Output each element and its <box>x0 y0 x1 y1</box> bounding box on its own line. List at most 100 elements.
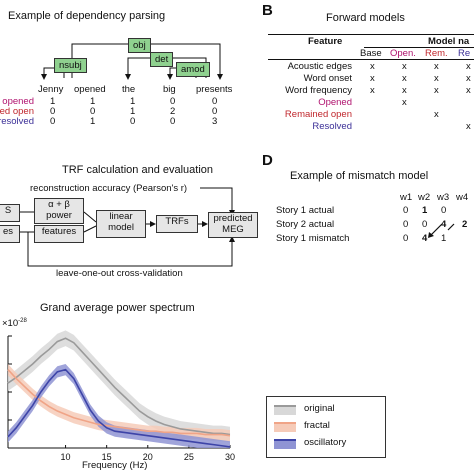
cell: 0 <box>130 116 136 127</box>
box-predicted-meg: predicted MEG <box>208 212 258 238</box>
mark: x <box>434 85 439 96</box>
table-rule-mid <box>364 47 474 48</box>
cell: 0 <box>212 106 218 117</box>
column-header: Rem. <box>425 48 448 59</box>
word: the <box>122 84 136 95</box>
cell: 3 <box>212 116 218 127</box>
mark: x <box>434 109 439 120</box>
mismatch-arrows <box>428 223 455 238</box>
header-model-group: Model na <box>428 36 470 47</box>
column-header: w2 <box>418 192 431 203</box>
cv-label: leave-one-out cross-validation <box>56 268 183 279</box>
column-header: Base <box>360 48 382 59</box>
cell: 1 <box>441 233 447 244</box>
arrow-head <box>167 74 173 80</box>
table-rule-header <box>268 59 474 60</box>
feature-label: Acoustic edges <box>287 61 352 72</box>
cell: 1 <box>130 96 136 107</box>
panel-a-title: Example of dependency parsing <box>8 10 166 22</box>
cell: 2 <box>170 106 176 117</box>
box-signal: S <box>0 204 20 222</box>
band-original <box>8 330 230 443</box>
row-label-remained: mained open <box>0 106 34 117</box>
x-tick-label: 15 <box>102 452 112 462</box>
word: big <box>163 84 176 95</box>
cell: 1 <box>90 116 96 127</box>
recon-label: reconstruction accuracy (Pearson's r) <box>30 183 188 194</box>
arrow-head <box>217 74 223 80</box>
legend-swatch-oscillatory <box>274 439 296 449</box>
box-signal-es: es <box>0 225 20 243</box>
cell: 0 <box>403 219 409 230</box>
line-original <box>7 337 231 436</box>
band-fractal <box>8 364 230 442</box>
x-tick-label: 30 <box>225 452 235 462</box>
column-header: w1 <box>400 192 413 203</box>
mark: x <box>370 85 375 96</box>
column-header: Open. <box>390 48 416 59</box>
table-rule-top <box>268 34 474 35</box>
mark: x <box>466 121 471 132</box>
x-axis-label: Frequency (Hz) <box>82 460 148 471</box>
cell: 0 <box>50 116 56 127</box>
word: Jenny <box>38 84 64 95</box>
legend-label: original <box>304 403 335 414</box>
legend-label: fractal <box>304 420 330 431</box>
arc-label-det: det <box>150 52 174 67</box>
panel-d-letter: D <box>262 152 273 169</box>
mark: x <box>370 73 375 84</box>
mark: x <box>434 61 439 72</box>
header-feature: Feature <box>308 36 343 47</box>
word: presents <box>196 84 233 95</box>
chart-title: Grand average power spectrum <box>40 302 195 314</box>
cell: 0 <box>403 233 409 244</box>
x-tick-label: 20 <box>143 452 153 462</box>
cell: 4 <box>441 219 447 230</box>
cell: 2 <box>462 219 468 230</box>
cell: 0 <box>170 96 176 107</box>
panel-c-title: TRF calculation and evaluation <box>62 164 214 176</box>
mark: x <box>466 73 471 84</box>
cell: 1 <box>90 96 96 107</box>
arc-label-amod: amod <box>176 62 210 77</box>
mark: x <box>466 61 471 72</box>
mark: x <box>402 61 407 72</box>
column-header: Re <box>458 48 471 59</box>
row-label-opened: opened <box>2 96 34 107</box>
cell: 0 <box>422 219 428 230</box>
arc-label-obj: obj <box>128 38 151 53</box>
cell: 0 <box>90 106 96 117</box>
cell: 0 <box>403 205 409 216</box>
legend-swatch-fractal <box>274 422 296 432</box>
row-label: Story 2 actual <box>276 219 335 230</box>
column-header: w3 <box>437 192 450 203</box>
box-power: α + β power <box>34 198 84 224</box>
panel-b-title: Forward models <box>326 12 405 24</box>
feature-label: Resolved <box>312 121 352 132</box>
cell: 0 <box>50 106 56 117</box>
cell: 0 <box>441 205 447 216</box>
arrow-head <box>125 74 131 80</box>
row-label-resolved: resolved <box>0 116 34 127</box>
panel-b-letter: B <box>262 2 273 19</box>
cell: 0 <box>170 116 176 127</box>
box-trfs: TRFs <box>156 215 198 233</box>
mark: x <box>370 61 375 72</box>
arrow-head <box>41 74 47 80</box>
legend-swatch-original <box>274 405 296 415</box>
feature-label: Word onset <box>303 73 352 84</box>
column-header: w4 <box>456 192 469 203</box>
cell: 1 <box>422 205 428 216</box>
word: opened <box>74 84 106 95</box>
feature-label: Word frequency <box>285 85 352 96</box>
feature-label: Opened <box>318 97 352 108</box>
mark: x <box>402 73 407 84</box>
x-tick-label: 10 <box>61 452 71 462</box>
feature-label: Remained open <box>284 109 352 120</box>
row-label: Story 1 mismatch <box>276 233 350 244</box>
trf-flow-lines <box>20 187 235 267</box>
cell: 4 <box>422 233 428 244</box>
line-fractal <box>7 369 231 437</box>
cell: 1 <box>130 106 136 117</box>
mark: x <box>402 97 407 108</box>
